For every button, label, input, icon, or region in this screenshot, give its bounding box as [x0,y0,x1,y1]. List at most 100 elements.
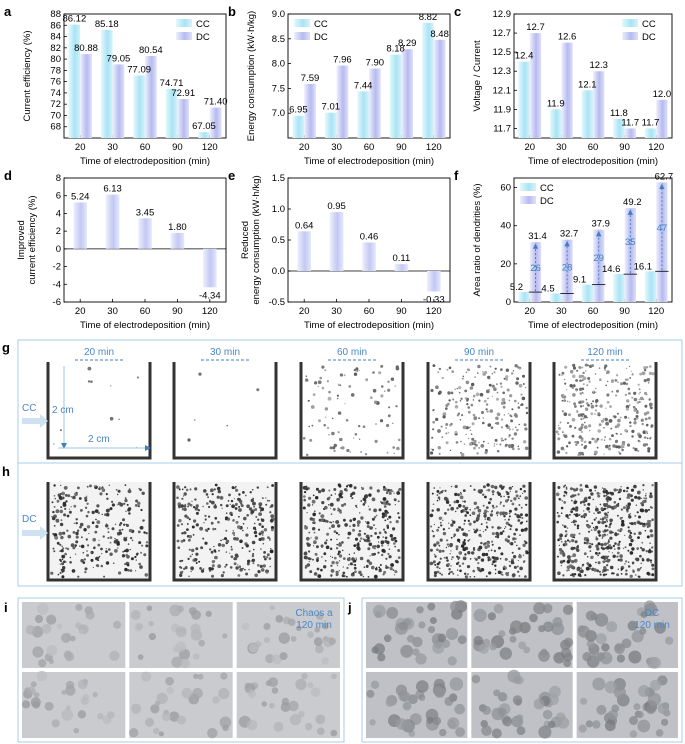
dendrite-spot [605,494,608,497]
crystal-grain [627,620,638,631]
dendrite-spot [235,488,239,492]
dendrite-spot [464,397,468,400]
crystal-grain [502,716,513,727]
y-tick-label: 8.0 [272,59,285,70]
dendrite-spot [578,435,582,439]
x-tick-label: 60 [364,306,375,317]
crystal-grain [650,679,662,691]
dendrite-spot [472,413,476,417]
crystal-grain [377,653,386,662]
dendrite-spot [508,560,511,563]
dendrite-spot [586,556,589,558]
dendrite-spot [336,565,339,567]
bar-value [394,264,409,271]
dendrite-spot [601,521,605,525]
bar-value [105,194,120,249]
crystal-grain [46,645,58,656]
dendrite-spot [445,441,449,445]
dendrite-spot [571,418,576,422]
dendrite-spot [450,485,453,488]
dendrite-spot [363,532,366,535]
dendrite-spot [467,437,470,440]
dendrite-spot [452,572,455,575]
dendrite-spot [581,564,584,567]
dendrite-spot [310,405,315,409]
dendrite-spot [582,371,585,375]
dendrite-spot [139,488,142,492]
crystal-grain [529,613,538,623]
dendrite-spot [610,427,613,430]
dendrite-spot [603,566,607,570]
dendrite-spot [225,512,228,514]
dendrite-spot [609,518,613,523]
dendrite-spot [611,434,614,437]
dendrite-spot [105,548,108,550]
dendrite-spot [199,567,203,570]
dendrite-spot [432,409,435,412]
dendrite-spot [328,504,330,506]
dendrite-spot [620,522,625,527]
dendrite-spot [560,394,565,398]
dendrite-spot [616,573,619,577]
data-label: -0.33 [423,294,445,305]
dendrite-spot [606,516,609,519]
dendrite-spot [393,574,396,576]
dendrite-spot [437,496,441,500]
dendrite-spot [509,490,511,492]
dendrite-spot [581,391,584,393]
dendrite-spot [574,508,579,512]
dendrite-spot [460,494,462,496]
dendrite-spot [500,573,503,576]
dendrite-spot [217,489,221,494]
crystal-grain [447,717,460,730]
dendrite-spot [312,527,316,531]
dendrite-spot [628,535,633,539]
crystal-grain [432,641,445,654]
crystal-grain [369,719,376,726]
dendrite-spot [628,365,631,367]
dendrite-spot [485,552,489,557]
crystal-grain [416,680,429,693]
dendrite-spot [625,504,628,507]
dendrite-spot [82,551,85,554]
dendrite-spot [246,514,249,517]
dendrite-spot [271,484,274,487]
dendrite-spot [109,507,113,511]
dendrite-spot [500,401,505,405]
dendrite-spot [386,540,390,545]
dendrite-spot [611,552,614,554]
dendrite-spot [519,513,523,517]
crystal-grain [416,606,424,614]
dendrite-spot [603,439,606,441]
dendrite-spot [107,527,110,530]
dendrite-spot [360,451,362,453]
dendrite-spot [374,545,377,547]
bar-dc [112,64,125,138]
dendrite-spot [207,496,210,499]
data-label: 62.7 [655,171,674,182]
dendrite-spot [559,422,561,424]
dendrite-spot [524,427,528,431]
crystal-grain [25,625,36,635]
dendrite-spot [214,550,217,553]
dendrite-spot [634,447,638,452]
dendrite-spot [482,485,486,489]
dendrite-spot [302,437,306,440]
dendrite-spot [494,568,497,571]
dendrite-spot [463,539,466,542]
dendrite-spot [237,564,239,566]
dendrite-spot [183,531,187,535]
crystal-grain [298,710,305,718]
dendrite-spot [500,437,503,440]
dendrite-spot [397,438,401,442]
dendrite-spot [588,441,592,444]
crystal-grain [222,724,229,732]
y-tick-label: 4 [56,208,61,219]
dendrite-spot [595,536,598,538]
dendrite-spot [496,491,500,494]
dendrite-spot [379,564,382,566]
dendrite-spot [477,372,479,374]
dendrite-spot [265,571,269,574]
dendrite-spot [616,551,620,555]
crystal-grain [518,641,526,650]
